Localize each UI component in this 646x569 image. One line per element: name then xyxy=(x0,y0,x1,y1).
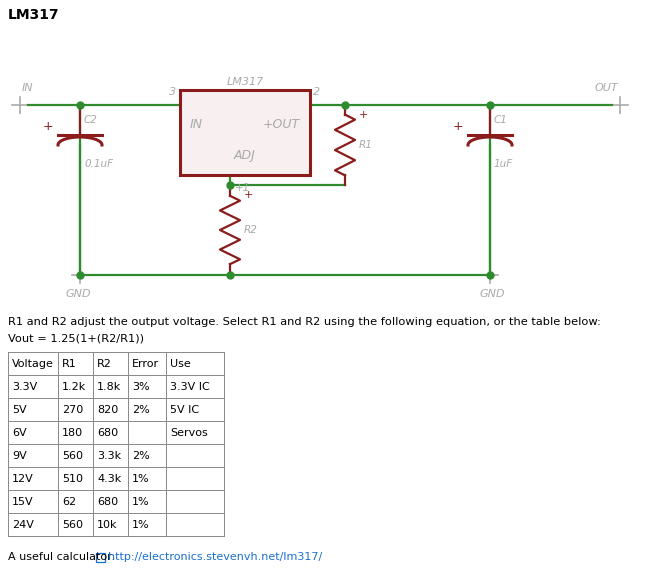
Text: 3.3k: 3.3k xyxy=(97,451,121,460)
Text: Error: Error xyxy=(132,358,159,369)
Text: LM317: LM317 xyxy=(8,8,59,22)
Bar xyxy=(96,553,105,562)
Text: Vout = 1.25(1+(R2/R1)): Vout = 1.25(1+(R2/R1)) xyxy=(8,333,144,343)
Text: 1%: 1% xyxy=(132,497,150,506)
Text: 24V: 24V xyxy=(12,519,34,530)
Text: Servos: Servos xyxy=(170,427,208,438)
Text: 3.3V: 3.3V xyxy=(12,381,37,391)
Text: 3.3V IC: 3.3V IC xyxy=(170,381,210,391)
Text: 6V: 6V xyxy=(12,427,26,438)
Text: GND: GND xyxy=(479,289,505,299)
Text: 1%: 1% xyxy=(132,473,150,484)
Text: 820: 820 xyxy=(97,405,118,414)
Text: +: + xyxy=(359,110,368,120)
Text: 560: 560 xyxy=(62,451,83,460)
Text: 9V: 9V xyxy=(12,451,26,460)
Text: +: + xyxy=(452,120,463,133)
Text: OUT: OUT xyxy=(594,83,618,93)
Text: 510: 510 xyxy=(62,473,83,484)
Text: +: + xyxy=(43,120,53,133)
Text: 680: 680 xyxy=(97,497,118,506)
Text: IN: IN xyxy=(22,83,34,93)
Text: +: + xyxy=(244,190,253,200)
Text: 5V IC: 5V IC xyxy=(170,405,199,414)
Text: +1: +1 xyxy=(235,183,251,193)
Text: Voltage: Voltage xyxy=(12,358,54,369)
Text: 3: 3 xyxy=(169,87,176,97)
Text: 1uF: 1uF xyxy=(494,159,514,169)
Text: 2%: 2% xyxy=(132,451,150,460)
Text: R2: R2 xyxy=(244,225,258,235)
Text: 12V: 12V xyxy=(12,473,34,484)
Text: 10k: 10k xyxy=(97,519,118,530)
Text: C1: C1 xyxy=(494,115,508,125)
Text: 3%: 3% xyxy=(132,381,150,391)
Text: R1: R1 xyxy=(359,140,373,150)
Text: 2: 2 xyxy=(313,87,320,97)
Text: 62: 62 xyxy=(62,497,76,506)
Text: ADJ: ADJ xyxy=(234,149,256,162)
Text: IN: IN xyxy=(190,118,203,131)
Text: LM317: LM317 xyxy=(226,77,264,87)
Text: R2: R2 xyxy=(97,358,112,369)
Text: R1: R1 xyxy=(62,358,77,369)
Bar xyxy=(180,90,310,175)
Text: R1 and R2 adjust the output voltage. Select R1 and R2 using the following equati: R1 and R2 adjust the output voltage. Sel… xyxy=(8,317,601,327)
Text: 270: 270 xyxy=(62,405,83,414)
Text: 4.3k: 4.3k xyxy=(97,473,121,484)
Text: A useful calculator:: A useful calculator: xyxy=(8,552,119,562)
Text: +OUT: +OUT xyxy=(263,118,300,131)
Text: C2: C2 xyxy=(84,115,98,125)
Text: 0.1uF: 0.1uF xyxy=(84,159,113,169)
Text: 15V: 15V xyxy=(12,497,34,506)
Text: 2%: 2% xyxy=(132,405,150,414)
Text: 180: 180 xyxy=(62,427,83,438)
Text: GND: GND xyxy=(65,289,91,299)
Text: 560: 560 xyxy=(62,519,83,530)
Text: 680: 680 xyxy=(97,427,118,438)
Text: http://electronics.stevenvh.net/lm317/: http://electronics.stevenvh.net/lm317/ xyxy=(108,552,322,562)
Text: 1.8k: 1.8k xyxy=(97,381,121,391)
Text: 1.2k: 1.2k xyxy=(62,381,87,391)
Text: Use: Use xyxy=(170,358,191,369)
Text: 5V: 5V xyxy=(12,405,26,414)
Text: 1%: 1% xyxy=(132,519,150,530)
